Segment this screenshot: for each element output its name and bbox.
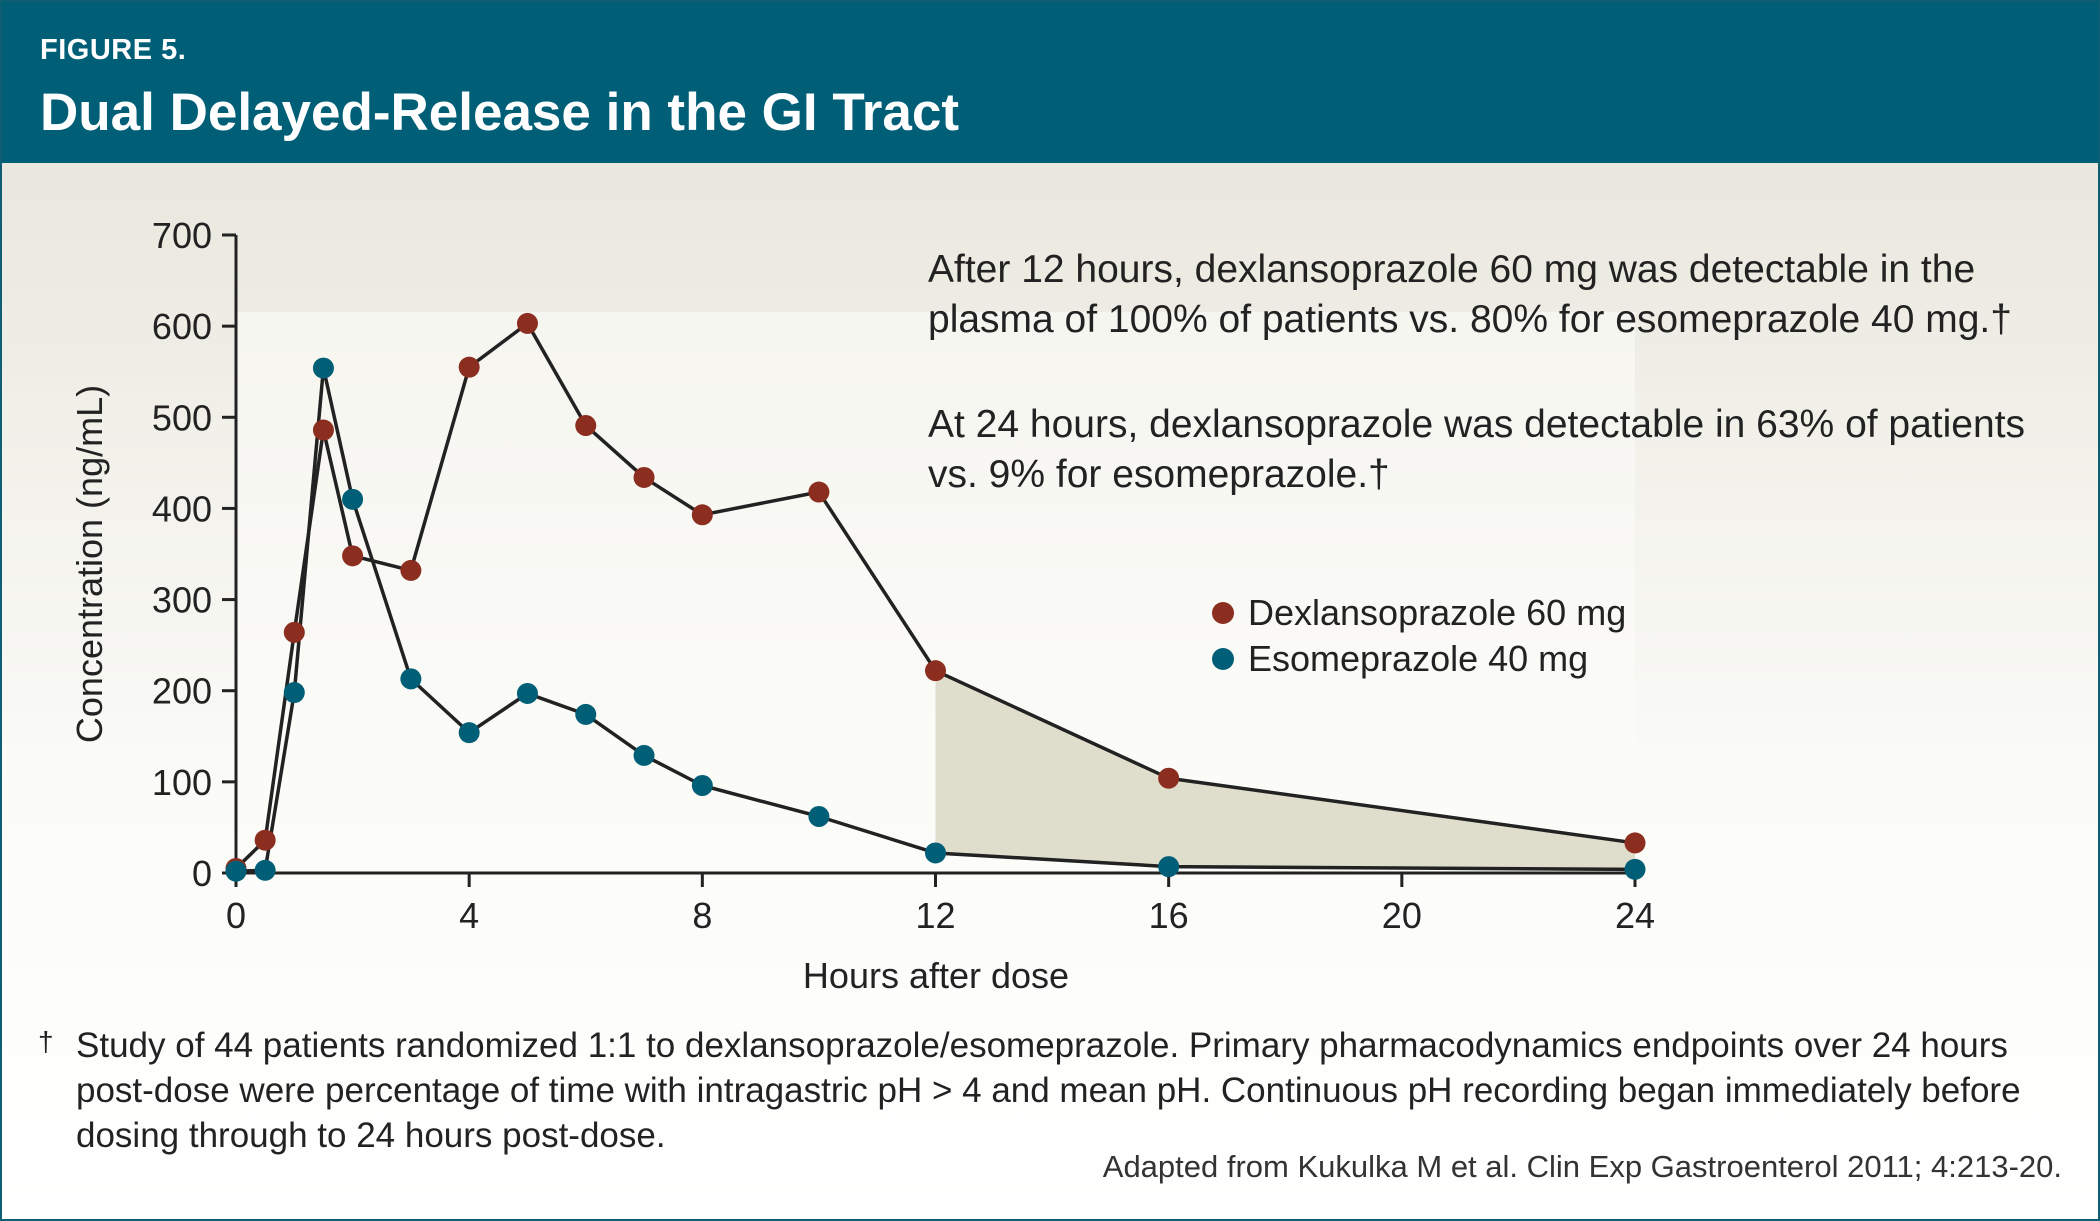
- source-citation: Adapted from Kukulka M et al. Clin Exp G…: [1102, 1149, 2062, 1184]
- x-tick-label: 24: [1615, 895, 1655, 936]
- data-point-esomeprazole: [691, 775, 713, 797]
- legend-item-dexlansoprazole: Dexlansoprazole 60 mg: [1212, 590, 1626, 636]
- data-point-dexlansoprazole: [312, 419, 334, 441]
- data-point-dexlansoprazole: [1624, 832, 1646, 854]
- data-point-dexlansoprazole: [458, 356, 480, 378]
- data-point-dexlansoprazole: [575, 414, 597, 436]
- data-point-dexlansoprazole: [283, 621, 305, 643]
- footnote-text: Study of 44 patients randomized 1:1 to d…: [76, 1026, 2021, 1155]
- data-point-dexlansoprazole: [516, 312, 538, 334]
- data-point-dexlansoprazole: [691, 504, 713, 526]
- legend-marker-esomeprazole: [1212, 648, 1234, 670]
- data-point-esomeprazole: [283, 682, 305, 704]
- x-tick-label: 12: [915, 895, 955, 936]
- annotation-24-hours: At 24 hours, dexlansoprazole was detecta…: [928, 403, 2026, 496]
- y-tick-label: 100: [152, 762, 212, 803]
- data-point-esomeprazole: [342, 488, 364, 510]
- data-point-dexlansoprazole: [400, 559, 422, 581]
- legend-marker-dexlansoprazole: [1212, 602, 1234, 624]
- x-tick-label: 8: [692, 895, 712, 936]
- y-tick-label: 500: [152, 397, 212, 438]
- annotation-12-hours: After 12 hours, dexlansoprazole 60 mg wa…: [928, 248, 2012, 341]
- y-tick-label: 400: [152, 488, 212, 529]
- x-tick-label: 0: [226, 895, 246, 936]
- legend-label-esomeprazole: Esomeprazole 40 mg: [1248, 638, 1589, 679]
- data-point-esomeprazole: [400, 668, 422, 690]
- data-point-esomeprazole: [1624, 858, 1646, 880]
- data-point-dexlansoprazole: [342, 545, 364, 567]
- y-tick-label: 0: [192, 853, 212, 894]
- data-point-esomeprazole: [575, 703, 597, 725]
- legend-label-dexlansoprazole: Dexlansoprazole 60 mg: [1248, 592, 1627, 633]
- y-axis-label: Concentration (ng/mL): [69, 384, 110, 744]
- data-point-esomeprazole: [225, 860, 247, 882]
- data-point-dexlansoprazole: [808, 481, 830, 503]
- x-axis-label: Hours after dose: [802, 955, 1070, 996]
- figure-header: FIGURE 5. Dual Delayed-Release in the GI…: [2, 2, 2098, 163]
- chart-legend: Dexlansoprazole 60 mg Esomeprazole 40 mg: [1212, 590, 1626, 682]
- footnote-dagger: †: [38, 1026, 54, 1057]
- data-point-esomeprazole: [458, 722, 480, 744]
- y-tick-label: 700: [152, 215, 212, 256]
- x-tick-label: 4: [459, 895, 479, 936]
- data-point-esomeprazole: [312, 357, 334, 379]
- data-point-esomeprazole: [925, 842, 946, 864]
- data-point-dexlansoprazole: [633, 466, 655, 488]
- footnote: † Study of 44 patients randomized 1:1 to…: [38, 1023, 2038, 1158]
- y-tick-label: 600: [152, 306, 212, 347]
- data-point-dexlansoprazole: [254, 829, 276, 851]
- x-tick-label: 20: [1382, 895, 1422, 936]
- figure-label: FIGURE 5.: [40, 34, 187, 66]
- y-tick-label: 200: [152, 671, 212, 712]
- x-tick-label: 16: [1149, 895, 1189, 936]
- data-point-esomeprazole: [516, 682, 538, 704]
- data-point-dexlansoprazole: [1158, 767, 1180, 789]
- legend-item-esomeprazole: Esomeprazole 40 mg: [1212, 636, 1626, 682]
- data-point-dexlansoprazole: [925, 660, 946, 682]
- figure-title: Dual Delayed-Release in the GI Tract: [40, 83, 960, 142]
- data-point-esomeprazole: [808, 805, 830, 827]
- data-point-esomeprazole: [1158, 856, 1180, 878]
- data-point-esomeprazole: [254, 859, 276, 881]
- y-tick-label: 300: [152, 580, 212, 621]
- data-point-esomeprazole: [633, 744, 655, 766]
